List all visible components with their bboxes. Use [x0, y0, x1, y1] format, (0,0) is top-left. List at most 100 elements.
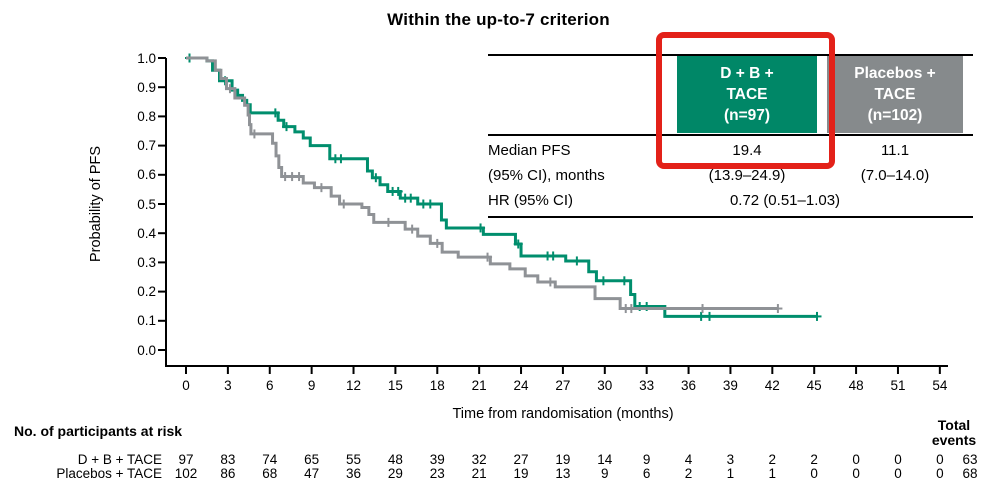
x-tick-label: 24 [513, 378, 529, 393]
placebo-header-line: Placebos + [854, 65, 936, 82]
x-tick-label: 42 [764, 378, 780, 393]
risk-row-label: D + B + TACE [77, 452, 162, 467]
total-events-header-line1: Total [937, 417, 971, 433]
risk-count: 74 [262, 452, 278, 467]
risk-count: 13 [555, 466, 571, 481]
stats-table-bottom-rule [488, 216, 973, 218]
risk-count: 6 [642, 466, 651, 481]
risk-table-title: No. of participants at risk [14, 423, 183, 439]
risk-count: 9 [601, 466, 609, 481]
risk-count: 0 [852, 466, 860, 481]
treatment-median-value: 19.4 [732, 142, 762, 159]
x-tick-label: 48 [848, 378, 864, 393]
risk-count: 68 [262, 466, 278, 481]
risk-count: 0 [894, 466, 902, 481]
risk-count: 2 [684, 466, 693, 481]
risk-count: 9 [642, 452, 651, 467]
y-tick-label: 0.5 [137, 196, 156, 212]
risk-count: 86 [220, 466, 236, 481]
y-tick-label: 0.3 [137, 254, 156, 270]
risk-count: 36 [346, 466, 362, 481]
placebo-ci-value: (7.0–14.0) [860, 167, 930, 184]
risk-count: 23 [429, 466, 445, 481]
x-tick-label: 18 [429, 378, 445, 393]
x-tick-label: 0 [182, 378, 190, 393]
risk-count: 32 [471, 452, 487, 467]
treatment-header-line: TACE [726, 86, 768, 103]
x-tick-label: 45 [806, 378, 822, 393]
highlight-box [656, 32, 835, 169]
x-tick-label: 33 [639, 378, 655, 393]
treatment-header-line: (n=97) [723, 107, 771, 124]
x-tick-label: 15 [387, 378, 403, 393]
treatment-header-line: D + B + [720, 65, 774, 82]
risk-count: 1 [768, 466, 777, 481]
y-tick-label: 0.4 [137, 225, 156, 241]
y-axis-title: Probability of PFS [88, 145, 104, 263]
risk-count: 2 [768, 452, 777, 467]
risk-row-label: Placebos + TACE [56, 466, 162, 481]
risk-count: 47 [304, 466, 320, 481]
risk-count: 0 [936, 452, 944, 467]
risk-count: 19 [513, 466, 529, 481]
x-tick-label: 12 [346, 378, 362, 393]
placebo-median-value: 11.1 [880, 142, 910, 159]
y-tick-label: 0.6 [137, 167, 156, 183]
x-tick-label: 9 [307, 378, 316, 393]
placebo-column-header: Placebos + TACE (n=102) [827, 56, 963, 133]
risk-count: 39 [429, 452, 445, 467]
risk-count: 14 [597, 452, 613, 467]
chart-title: Within the up-to-7 criterion [387, 10, 610, 29]
stats-table-top-rule [488, 54, 973, 56]
hr-value: 0.72 (0.51–1.03) [729, 192, 841, 209]
risk-count: 48 [387, 452, 403, 467]
y-tick-label: 0.0 [137, 342, 156, 358]
risk-count: 3 [726, 452, 735, 467]
risk-count: 4 [684, 452, 693, 467]
y-tick-label: 0.2 [137, 284, 156, 300]
risk-count: 0 [936, 466, 944, 481]
risk-count: 19 [555, 452, 571, 467]
y-tick-label: 1.0 [137, 50, 156, 66]
total-events-header-line2: events [931, 432, 977, 448]
x-tick-label: 3 [224, 378, 232, 393]
risk-count: 2 [810, 452, 818, 467]
risk-count: 0 [852, 452, 860, 467]
x-tick-label: 21 [471, 378, 487, 393]
x-tick-label: 54 [932, 378, 948, 393]
x-tick-label: 27 [555, 378, 571, 393]
risk-count: 0 [810, 466, 818, 481]
total-events-header: Total events [918, 418, 990, 448]
stats-table-mid-rule [488, 134, 973, 136]
x-tick-label: 6 [265, 378, 274, 393]
risk-count: 21 [471, 466, 487, 481]
median-pfs-label: Median PFS [488, 142, 571, 159]
y-tick-label: 0.7 [137, 138, 156, 154]
risk-count: 1 [726, 466, 735, 481]
x-tick-label: 51 [890, 378, 906, 393]
risk-count: 27 [513, 452, 529, 467]
risk-count: 97 [178, 452, 194, 467]
risk-count: 102 [174, 466, 198, 481]
risk-count: 29 [387, 466, 403, 481]
risk-count: 83 [220, 452, 236, 467]
ci-months-label: (95% CI), months [488, 167, 605, 184]
x-axis-title: Time from randomisation (months) [452, 406, 674, 422]
x-tick-label: 36 [681, 378, 697, 393]
treatment-ci-value: (13.9–24.9) [708, 167, 786, 184]
y-tick-label: 0.8 [137, 108, 156, 124]
placebo-header-line: (n=102) [867, 107, 923, 124]
risk-count: 0 [894, 452, 902, 467]
placebo-header-line: TACE [874, 86, 916, 103]
x-tick-label: 39 [722, 378, 738, 393]
total-events-value: 68 [962, 466, 978, 481]
hr-label: HR (95% CI) [488, 192, 574, 209]
risk-count: 65 [304, 452, 320, 467]
treatment-column-header: D + B + TACE (n=97) [677, 56, 817, 133]
y-tick-label: 0.9 [137, 79, 156, 95]
x-tick-label: 30 [597, 378, 613, 393]
km-curve-placebo [186, 56, 778, 311]
